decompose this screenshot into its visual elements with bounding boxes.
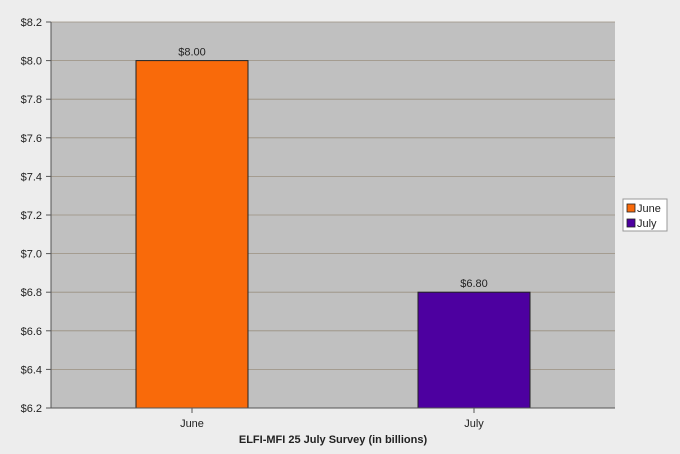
legend-label: June [637, 203, 661, 215]
data-label: $8.00 [178, 47, 206, 59]
x-axis-ticks: June July [180, 408, 484, 430]
y-tick-label: $7.8 [21, 94, 42, 106]
bars: $8.00 $6.80 [135, 47, 531, 409]
y-tick-label: $7.4 [21, 171, 42, 183]
y-tick-label: $6.2 [21, 403, 42, 415]
y-tick-label: $6.6 [21, 326, 42, 338]
y-tick-label: $7.2 [21, 210, 42, 222]
x-tick-label: June [180, 418, 204, 430]
y-tick-label: $8.2 [21, 17, 42, 29]
y-tick-label: $6.8 [21, 287, 42, 299]
y-tick-label: $8.0 [21, 56, 42, 68]
y-tick-label: $6.4 [21, 364, 42, 376]
legend-label: July [637, 218, 657, 230]
bar-july [417, 291, 531, 409]
x-tick-label: July [464, 418, 484, 430]
legend-swatch [626, 218, 636, 228]
legend: June July [622, 198, 668, 232]
data-label: $6.80 [460, 278, 488, 290]
y-tick-label: $7.6 [21, 133, 42, 145]
x-axis-label: ELFI-MFI 25 July Survey (in billions) [239, 434, 428, 446]
y-axis-ticks: $6.2 $6.4 $6.6 $6.8 $7.0 $7.2 $7.4 $7.6 $7.8 $8.0… [21, 17, 51, 415]
legend-swatch [626, 203, 636, 213]
bar-june [135, 60, 249, 409]
y-tick-label: $7.0 [21, 249, 42, 261]
